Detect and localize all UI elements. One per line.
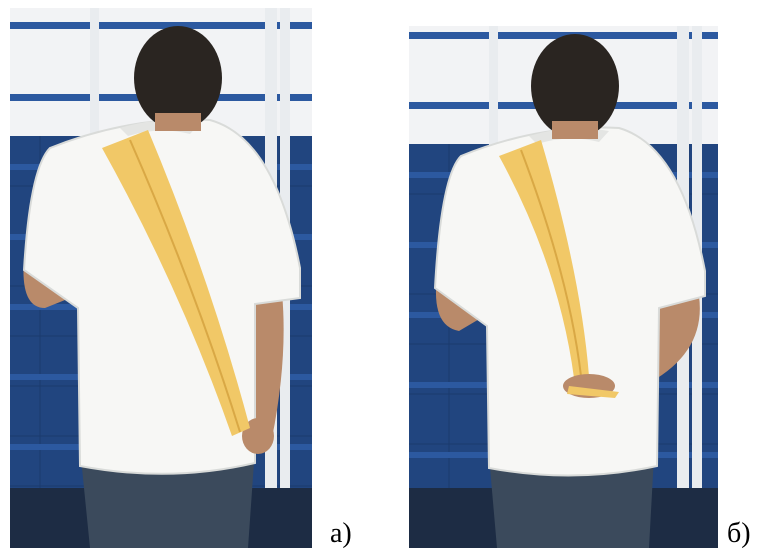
elastic-band [499, 140, 589, 378]
neck [155, 113, 201, 131]
trousers [489, 456, 654, 548]
band-fold [129, 139, 241, 433]
head-hair [531, 34, 619, 138]
photo-b [409, 26, 718, 548]
band-end [567, 386, 619, 398]
head-hair [134, 26, 222, 130]
photo-b-image [409, 26, 718, 548]
photo-a-image [10, 8, 312, 548]
band-fold [520, 149, 582, 377]
right-arm [250, 293, 284, 438]
caption-a: а) [330, 518, 352, 549]
right-hand [242, 418, 274, 454]
photo-a [10, 8, 312, 548]
caption-b: б) [727, 518, 751, 549]
elastic-band [102, 130, 250, 436]
neck [552, 121, 598, 139]
